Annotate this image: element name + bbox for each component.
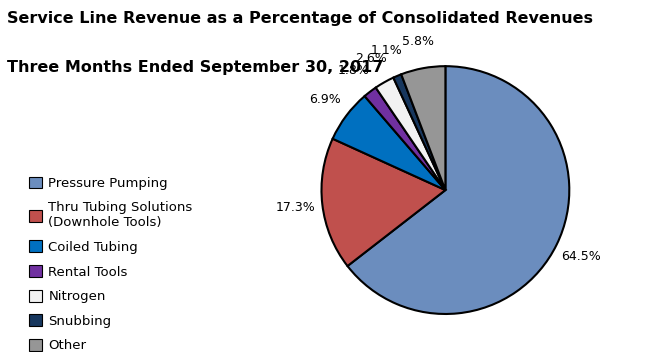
Text: 1.8%: 1.8%	[337, 64, 369, 76]
Wedge shape	[376, 78, 445, 190]
Wedge shape	[348, 66, 569, 314]
Text: 64.5%: 64.5%	[561, 250, 601, 263]
Wedge shape	[365, 88, 445, 190]
Wedge shape	[322, 139, 445, 266]
Legend: Pressure Pumping, Thru Tubing Solutions
(Downhole Tools), Coiled Tubing, Rental : Pressure Pumping, Thru Tubing Solutions …	[29, 177, 193, 352]
Text: Three Months Ended September 30, 2017: Three Months Ended September 30, 2017	[7, 60, 383, 75]
Text: 1.1%: 1.1%	[371, 44, 403, 57]
Wedge shape	[402, 66, 445, 190]
Text: Service Line Revenue as a Percentage of Consolidated Revenues: Service Line Revenue as a Percentage of …	[7, 11, 593, 26]
Text: 17.3%: 17.3%	[275, 201, 315, 214]
Wedge shape	[333, 96, 445, 190]
Text: 2.6%: 2.6%	[355, 52, 387, 65]
Text: 6.9%: 6.9%	[309, 93, 341, 106]
Wedge shape	[394, 74, 445, 190]
Text: 5.8%: 5.8%	[402, 35, 434, 48]
